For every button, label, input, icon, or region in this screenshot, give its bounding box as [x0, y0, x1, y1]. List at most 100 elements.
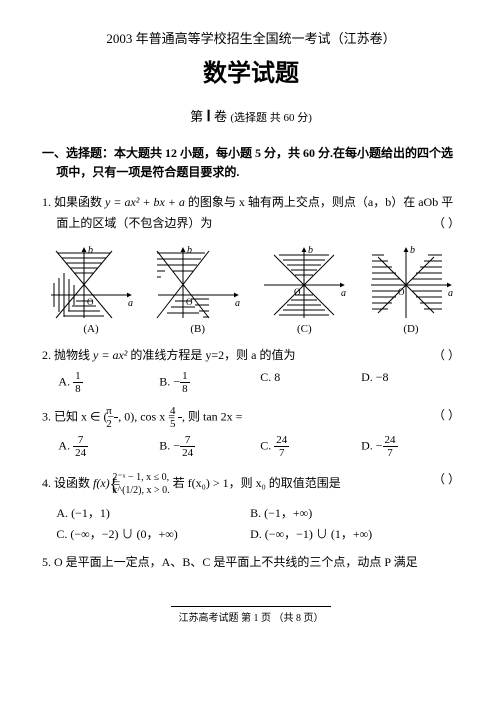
q1-fig-b: b a O (B) [153, 243, 243, 335]
q4-piece2: x^(1/2), x > 0. [127, 484, 170, 497]
q2-a-de: 8 [73, 383, 83, 395]
q2-opt-a: A. 18 [58, 370, 155, 395]
q1-text-before: 如果函数 [54, 195, 105, 209]
q3-options: A. 724 B. −724 C. 247 D. −247 [42, 434, 460, 459]
q4-a-val: (−1，1) [71, 506, 110, 520]
svg-text:b: b [410, 245, 415, 256]
q2-a-nu: 1 [73, 370, 83, 383]
q3-opt-b: B. −724 [159, 434, 256, 459]
svg-text:a: a [341, 288, 346, 299]
volume-prefix: 第 [190, 109, 203, 124]
q2-a-label: A. [58, 374, 70, 388]
q3-c-nu: 24 [274, 434, 289, 447]
q4-opt-d: D. (−∞，−1) ∪ (1，+∞) [250, 525, 444, 542]
q3-b-label: B. [159, 438, 170, 452]
svg-text:O: O [294, 287, 301, 297]
q3-opt-a: A. 724 [58, 434, 155, 459]
question-4: 4. 设函数 f(x) = { 2⁻ˣ − 1, x ≤ 0, x^(1/2),… [42, 469, 460, 500]
q5-number: 5. [42, 555, 51, 569]
svg-text:O: O [186, 297, 193, 307]
q3-d-label: D. [361, 438, 373, 452]
q2-b-nu: 1 [180, 370, 190, 383]
volume-line: 第 Ⅰ 卷 (选择题 共 60 分) [42, 106, 460, 126]
svg-text:b: b [308, 245, 313, 256]
q2-b-neg: − [173, 374, 180, 388]
q1-label-d: (D) [366, 323, 456, 335]
q1-fig-d: b a O (D) [366, 243, 456, 335]
q2-formula: y = ax² [93, 348, 127, 362]
q2-b-label: B. [159, 374, 170, 388]
q5-text: O 是平面上一定点，A、B、C 是平面上不共线的三个点，动点 P 满足 [54, 555, 418, 569]
q2-c-label: C. [260, 370, 271, 384]
page: 2003 年普通高等学校招生全国统一考试（江苏卷） 数学试题 第 Ⅰ 卷 (选择… [0, 0, 502, 644]
q3-a-label: A. [58, 438, 70, 452]
q1-label-b: (B) [153, 323, 243, 335]
volume-roman: Ⅰ [206, 109, 210, 125]
q2-number: 2. [42, 348, 51, 362]
q4-b-label: B. [250, 506, 261, 520]
q2-opt-b: B. −18 [159, 370, 256, 395]
q3-d-nu: 24 [383, 434, 398, 447]
origin-label: O [87, 297, 94, 307]
q3-b-de: 24 [180, 447, 195, 459]
q4-c-label: C. [56, 527, 67, 541]
question-2: 2. 抛物线 y = ax² 的准线方程是 y=2，则 a 的值为 （ ） [42, 345, 460, 365]
q4-options-row2: C. (−∞，−2) ∪ (0，+∞) D. (−∞，−1) ∪ (1，+∞) [42, 525, 460, 542]
q1-label-a: (A) [46, 323, 136, 335]
q4-options-row1: A. (−1，1) B. (−1，+∞) [42, 504, 460, 521]
axis-a-label: a [128, 298, 133, 309]
q2-d-val: −8 [376, 370, 389, 384]
question-3: 3. 已知 x ∈ (−π2, 0), cos x = 45, 则 tan 2x… [42, 405, 460, 430]
page-footer: 江苏高考试题 第 1 页 （共 8 页） [42, 602, 460, 624]
q3-c-label: C. [260, 438, 271, 452]
q3-opt-c: C. 247 [260, 434, 357, 459]
q4-piece1: 2⁻ˣ − 1, x ≤ 0, [127, 471, 170, 484]
q2-text-mid: 的准线方程是 y=2，则 a 的值为 [127, 348, 295, 362]
section-heading: 一、选择题：本大题共 12 小题，每小题 5 分，共 60 分.在每小题给出的四… [42, 144, 460, 182]
svg-text:a: a [235, 298, 240, 309]
q4-opt-c: C. (−∞，−2) ∪ (0，+∞) [56, 525, 250, 542]
q2-paren: （ ） [447, 345, 460, 365]
q3-c-de: 7 [274, 447, 289, 459]
q3-d-neg: − [376, 438, 383, 452]
volume-note: (选择题 共 60 分) [230, 112, 312, 124]
q1-formula: y = ax² + bx + a [105, 195, 185, 209]
q3-number: 3. [42, 409, 51, 423]
q1-fig-a: b a O (A) [46, 243, 136, 335]
question-5: 5. O 是平面上一定点，A、B、C 是平面上不共线的三个点，动点 P 满足 [42, 552, 460, 572]
q1-label-c: (C) [259, 323, 349, 335]
q2-c-val: 8 [274, 370, 280, 384]
q4-opt-a: A. (−1，1) [56, 504, 250, 521]
q4-text-after: 若 f(x₀) > 1，则 x₀ 的取值范围是 [173, 476, 341, 490]
q3-text-mid1: , 0), cos x = [118, 409, 178, 423]
q4-text-before: 设函数 [54, 476, 93, 490]
q1-number: 1. [42, 195, 51, 209]
q3-paren: （ ） [447, 405, 460, 425]
q4-opt-b: B. (−1，+∞) [250, 504, 444, 521]
q1-figures: b a O (A) [42, 243, 460, 335]
question-1: 1. 如果函数 y = ax² + bx + a 的图象与 x 轴有两上交点，则… [42, 192, 460, 233]
q2-b-de: 8 [180, 383, 190, 395]
q2-text-before: 抛物线 [54, 348, 93, 362]
exam-caption: 2003 年普通高等学校招生全国统一考试（江苏卷） [42, 28, 460, 47]
q3-a-de: 24 [73, 447, 88, 459]
q4-c-val: (−∞，−2) ∪ (0，+∞) [70, 527, 177, 541]
q2-opt-c: C. 8 [260, 370, 357, 395]
svg-text:O: O [398, 287, 405, 297]
q3-opt-d: D. −247 [361, 434, 458, 459]
q4-number: 4. [42, 476, 51, 490]
q3-text-before: 已知 x ∈ (− [54, 409, 114, 423]
q3-b-nu: 7 [180, 434, 195, 447]
q2-opt-d: D. −8 [361, 370, 458, 395]
svg-text:a: a [448, 288, 453, 299]
q1-fig-c: b a O (C) [259, 243, 349, 335]
footer-text: 江苏高考试题 第 1 页 （共 8 页） [179, 613, 324, 624]
q3-b-neg: − [173, 438, 180, 452]
q2-options: A. 18 B. −18 C. 8 D. −8 [42, 370, 460, 395]
q4-b-val: (−1，+∞) [264, 506, 312, 520]
q4-d-label: D. [250, 527, 262, 541]
q2-d-label: D. [361, 370, 373, 384]
footer-rule [171, 606, 331, 607]
exam-title: 数学试题 [42, 53, 460, 88]
axis-b-label: b [88, 245, 93, 256]
